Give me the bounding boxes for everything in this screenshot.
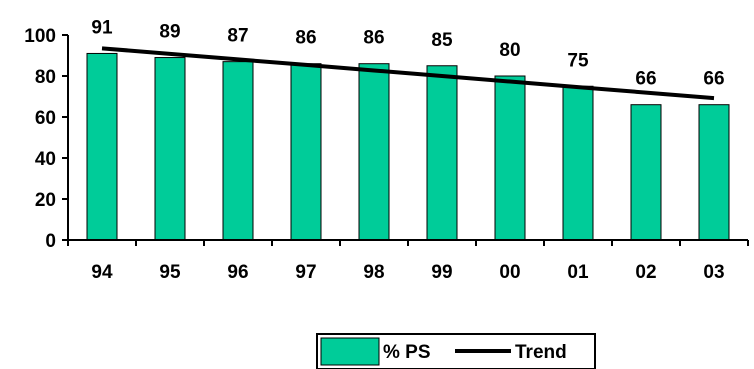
data-label-94: 91 <box>91 17 113 38</box>
data-label-97: 86 <box>295 28 316 49</box>
data-label-01: 75 <box>567 50 589 71</box>
y-tick-label: 100 <box>24 26 56 47</box>
x-tick-label: 02 <box>635 262 656 283</box>
bar-00 <box>494 75 526 241</box>
trend-line <box>101 46 715 101</box>
x-tick-label: 97 <box>295 262 316 283</box>
x-tick-label: 96 <box>227 262 248 283</box>
x-tick-label: 01 <box>567 262 589 283</box>
x-tick-label: 03 <box>703 262 724 283</box>
bar-01 <box>562 85 594 241</box>
bar-94 <box>86 52 118 241</box>
bar-99 <box>426 65 458 241</box>
legend: % PS Trend <box>316 333 596 369</box>
data-label-03: 66 <box>703 69 724 90</box>
bar-96 <box>222 61 254 241</box>
data-label-96: 87 <box>227 26 248 47</box>
bar-02 <box>630 104 662 241</box>
legend-label-percent-ps: % PS <box>383 342 431 363</box>
data-label-02: 66 <box>635 69 656 90</box>
x-tick-label: 95 <box>159 262 181 283</box>
bar-95 <box>154 57 186 241</box>
y-tick-label: 40 <box>35 149 56 170</box>
data-label-95: 89 <box>159 22 180 43</box>
bar-97 <box>290 63 322 241</box>
x-tick-label: 99 <box>431 262 452 283</box>
y-tick-label: 80 <box>35 67 56 88</box>
bar-98 <box>358 63 390 241</box>
bar-03 <box>698 104 730 241</box>
x-tick-label: 00 <box>499 262 520 283</box>
x-tick-label: 94 <box>91 262 113 283</box>
y-tick-label: 0 <box>45 231 56 252</box>
data-label-99: 85 <box>431 30 453 51</box>
legend-swatch-percent-ps <box>320 337 380 366</box>
data-label-00: 80 <box>499 40 520 61</box>
legend-label-trend: Trend <box>515 342 567 363</box>
x-tick-label: 98 <box>363 262 384 283</box>
y-tick-label: 20 <box>35 190 56 211</box>
data-label-98: 86 <box>363 28 384 49</box>
y-tick-label: 60 <box>35 108 56 129</box>
plot-area: 0 20 40 60 80 100 94 95 96 97 98 99 00 01 02 03 91 89 87 86… <box>24 17 749 283</box>
